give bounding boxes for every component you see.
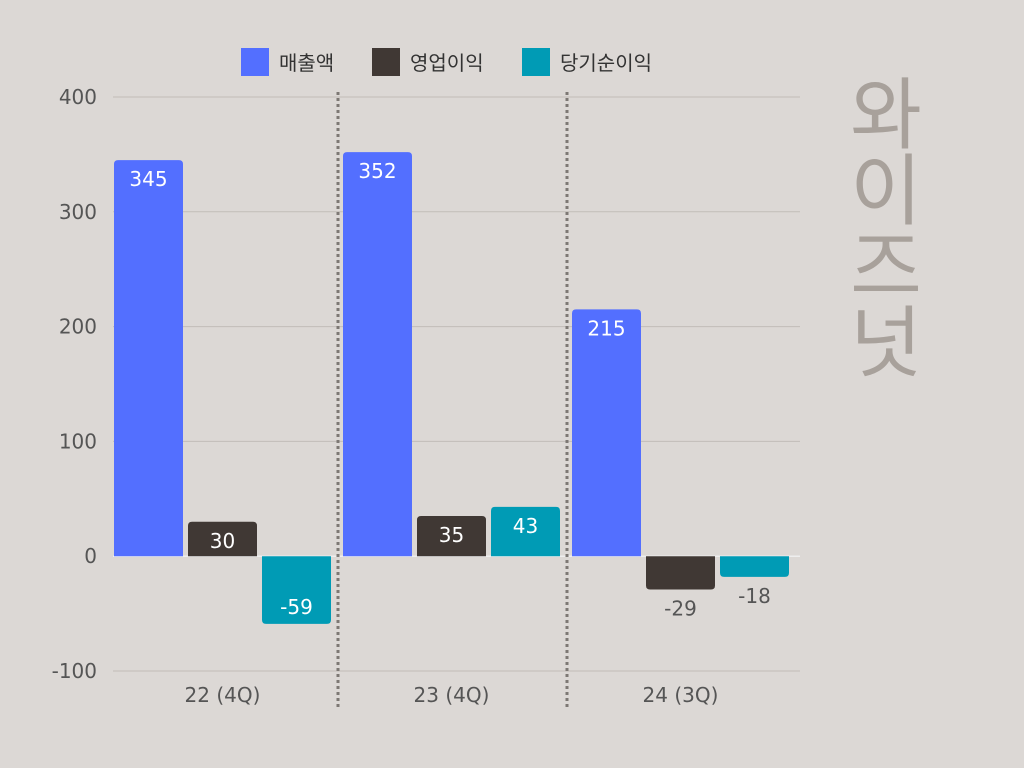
bar (262, 556, 331, 624)
data-label: 35 (439, 523, 464, 547)
data-label: 215 (587, 316, 625, 340)
x-tick-label: 24 (3Q) (643, 683, 719, 707)
y-tick-label: 100 (59, 429, 97, 453)
data-label: -18 (738, 584, 771, 608)
y-tick-label: 300 (59, 200, 97, 224)
chart-title: 와이즈넛 (850, 71, 922, 389)
y-tick-label: 400 (59, 85, 97, 109)
bar (343, 152, 412, 557)
legend-swatch (372, 48, 400, 76)
x-tick-label: 23 (4Q) (414, 683, 490, 707)
bar (114, 160, 183, 557)
legend-swatch (522, 48, 550, 76)
data-label: 30 (210, 529, 235, 553)
bar (188, 521, 257, 557)
legend-swatch (241, 48, 269, 76)
legend-label: 영업이익 (410, 51, 484, 75)
data-label: 352 (358, 159, 396, 183)
y-tick-label: 200 (59, 315, 97, 339)
y-tick-label: -100 (52, 659, 97, 683)
data-label: -59 (280, 595, 313, 619)
data-label: 43 (513, 514, 538, 538)
bar (720, 556, 789, 577)
legend-label: 당기순이익 (560, 51, 652, 75)
data-label: 345 (129, 167, 167, 191)
x-tick-label: 22 (4Q) (185, 683, 261, 707)
bar (491, 506, 560, 557)
y-tick-label: 0 (84, 544, 97, 568)
legend-label: 매출액 (279, 51, 334, 75)
bar (417, 516, 486, 557)
bar (646, 556, 715, 590)
bar (572, 309, 641, 557)
data-label: -29 (664, 596, 697, 620)
